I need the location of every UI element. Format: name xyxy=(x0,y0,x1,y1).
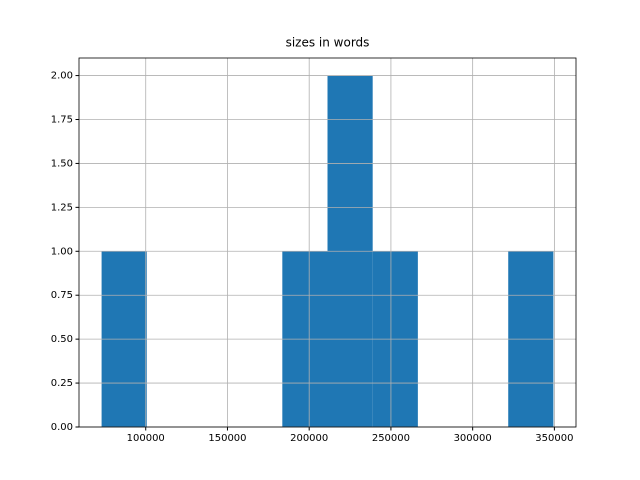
x-tick-label: 200000 xyxy=(290,433,328,444)
x-tick-label: 100000 xyxy=(127,433,165,444)
y-tick-label: 1.50 xyxy=(51,158,73,169)
x-tick-label: 350000 xyxy=(535,433,573,444)
chart-title: sizes in words xyxy=(286,36,370,50)
x-tick-label: 250000 xyxy=(372,433,410,444)
plot-frame xyxy=(78,57,577,428)
x-tick-label: 300000 xyxy=(454,433,492,444)
y-tick-label: 2.00 xyxy=(51,71,73,82)
y-tick-label: 1.75 xyxy=(51,115,73,126)
y-tick-label: 0.25 xyxy=(51,378,73,389)
y-tick-label: 0.75 xyxy=(51,290,73,301)
y-tick-label: 1.25 xyxy=(51,202,73,213)
y-tick-label: 0.50 xyxy=(51,334,73,345)
y-tick-label: 1.00 xyxy=(51,246,73,257)
y-tick-label: 0.00 xyxy=(51,422,73,433)
x-tick-label: 150000 xyxy=(208,433,246,444)
